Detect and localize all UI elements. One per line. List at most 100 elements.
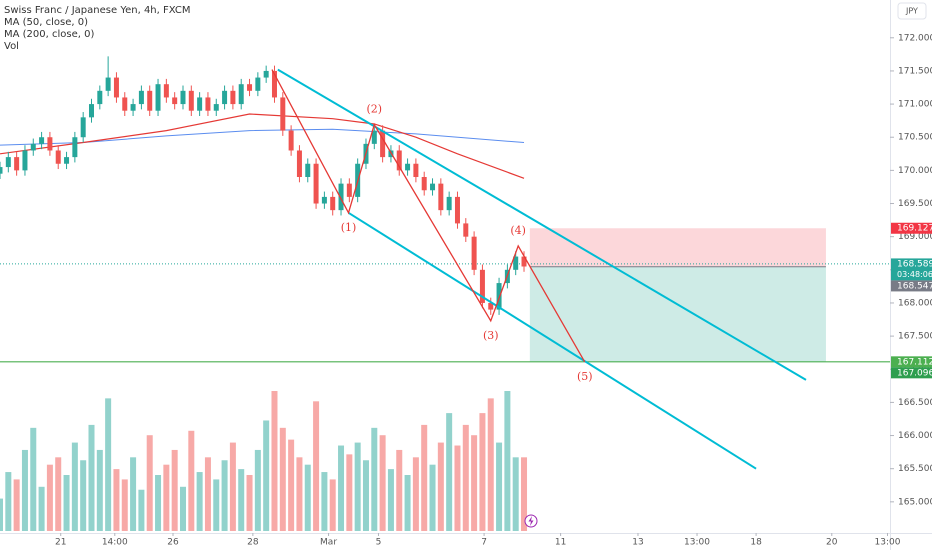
plot: (1) (2) (3) (4) (5)	[0, 56, 890, 531]
currency-button[interactable]	[897, 2, 927, 20]
volume-bar	[404, 475, 411, 531]
x-tick-label: 21	[55, 538, 66, 548]
candle-body	[97, 90, 103, 105]
volume-bar	[55, 457, 62, 531]
candle-body	[155, 84, 161, 111]
volume-bar	[412, 457, 419, 531]
price-label-box	[891, 280, 932, 292]
y-tick-label: 165.000	[898, 497, 932, 507]
volume-bar	[71, 442, 78, 531]
y-tick-label: 166.500	[898, 398, 932, 408]
volume-bar	[487, 398, 494, 531]
volume-bar	[113, 469, 120, 531]
candle-body	[413, 163, 419, 178]
volume-bar	[496, 442, 503, 531]
x-tick-label: Mar	[320, 538, 337, 548]
x-tick-label: 5	[376, 538, 382, 548]
candle-body	[271, 70, 277, 98]
x-tick-label: 7	[481, 538, 487, 548]
volume-bar	[88, 424, 95, 531]
x-tick-label: 13:00	[875, 538, 901, 548]
volume-bar	[313, 401, 320, 531]
volume-bar	[246, 475, 253, 531]
candle-body	[72, 137, 78, 158]
volume-bar	[121, 479, 128, 531]
price-label-box	[891, 356, 932, 368]
wave-label: (2)	[367, 103, 383, 116]
x-tick-label: 26	[167, 538, 179, 548]
y-tick-label: 166.000	[898, 431, 932, 441]
y-tick-label: 171.500	[898, 66, 932, 76]
channel-lower	[347, 211, 757, 470]
y-tick-label: 170.500	[898, 133, 932, 143]
volume-bar	[254, 449, 261, 531]
candle-body	[405, 163, 411, 171]
volume-bar	[429, 464, 436, 531]
candle-body	[80, 117, 86, 138]
candle-body	[255, 77, 261, 91]
volume-bar	[263, 420, 270, 531]
candle-body	[488, 302, 494, 310]
volume-bar	[30, 427, 37, 531]
volume-bar	[279, 427, 286, 531]
price-label: 167.096	[897, 368, 932, 378]
candle-body	[479, 269, 485, 303]
candle-body	[521, 256, 527, 267]
event-icon-bolt	[528, 516, 534, 526]
candle-body	[0, 167, 3, 174]
candle-body	[238, 84, 244, 105]
candle-body	[222, 90, 228, 105]
candle-body	[180, 90, 186, 105]
wave-label: (5)	[577, 370, 593, 383]
countdown: 03:48:06	[897, 270, 932, 279]
volume-bar	[296, 457, 303, 531]
candle-body	[213, 104, 219, 111]
volume-bar	[479, 413, 486, 531]
candle-body	[421, 177, 427, 191]
volume-bar	[387, 469, 394, 531]
currency: JPY	[905, 7, 918, 16]
wave-label: (4)	[510, 224, 526, 237]
candle-body	[230, 90, 236, 105]
volume-bar	[462, 424, 469, 531]
candle-body	[396, 150, 402, 171]
volume-bar	[229, 442, 236, 531]
volume-bar	[0, 498, 3, 531]
candle-body	[55, 150, 61, 164]
y-tick-label: 171.000	[898, 100, 932, 110]
volume-bar	[155, 475, 162, 531]
volume-bar	[329, 479, 336, 531]
candle-body	[163, 84, 169, 98]
volume-bar	[512, 457, 519, 531]
candle-body	[288, 130, 294, 151]
volume-bar	[163, 464, 170, 531]
x-tick-label: 11	[555, 538, 566, 548]
volume-bar	[379, 435, 386, 531]
volume-bar	[138, 489, 145, 531]
candle-body	[172, 97, 178, 105]
volume-bar	[288, 439, 295, 531]
price-label-box	[891, 258, 932, 281]
volume-bar	[13, 479, 20, 531]
x-tick-label: 13:00	[684, 538, 710, 548]
volume-bar	[188, 430, 195, 531]
candle-body	[471, 236, 477, 270]
volume-bar	[130, 457, 137, 531]
candle-body	[263, 70, 269, 78]
volume-bar	[346, 454, 353, 531]
price-label-box	[891, 222, 932, 234]
volume-bar	[21, 449, 28, 531]
x-tick-label: 18	[750, 538, 762, 548]
candle-body	[247, 84, 253, 91]
y-tick-label: 168.000	[898, 298, 932, 308]
volume-bar	[271, 391, 278, 531]
price-label: 168.589	[897, 259, 932, 269]
x-tick-label: 20	[826, 538, 838, 548]
candle-body	[513, 256, 519, 270]
candle-body	[197, 97, 203, 111]
candle-body	[88, 104, 94, 118]
wave-label: (1)	[341, 221, 357, 234]
candle-body	[438, 183, 444, 211]
y-tick-label: 165.500	[898, 464, 932, 474]
